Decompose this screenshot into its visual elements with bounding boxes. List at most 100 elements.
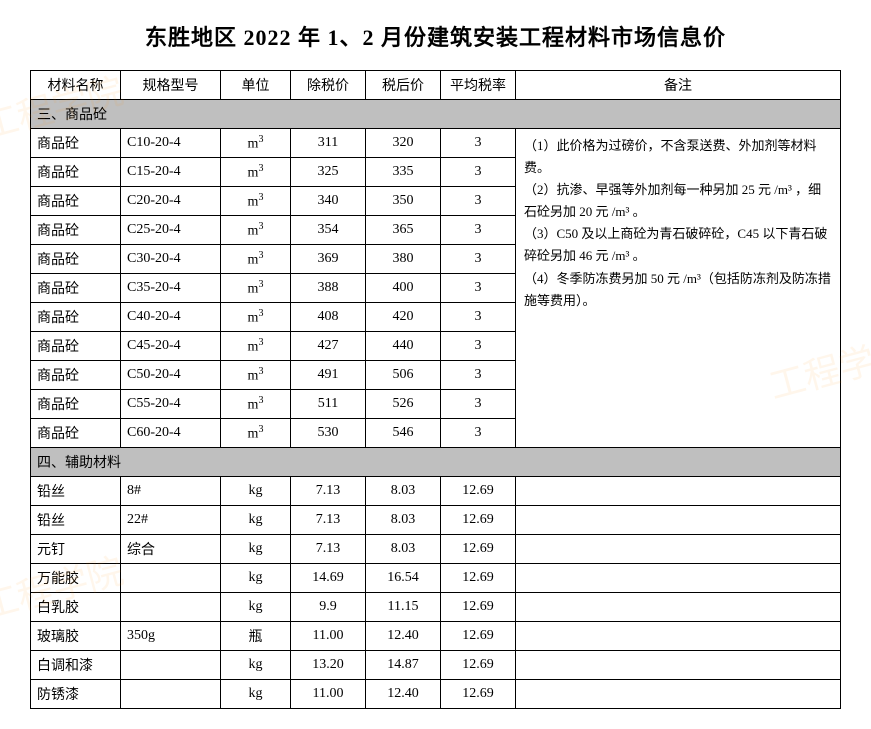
cell-unit: m3 [221, 390, 291, 419]
table-row: 元钉综合kg7.138.0312.69 [31, 535, 841, 564]
cell-name: 元钉 [31, 535, 121, 564]
cell-rate: 12.69 [441, 564, 516, 593]
cell-unit: kg [221, 477, 291, 506]
cell-rate: 3 [441, 187, 516, 216]
cell-spec: C55-20-4 [121, 390, 221, 419]
price-table: 材料名称 规格型号 单位 除税价 税后价 平均税率 备注 三、商品砼商品砼C10… [30, 70, 841, 709]
cell-pretax: 408 [291, 303, 366, 332]
cell-spec: C30-20-4 [121, 245, 221, 274]
cell-unit: kg [221, 651, 291, 680]
cell-posttax: 350 [366, 187, 441, 216]
cell-note [516, 535, 841, 564]
cell-name: 商品砼 [31, 158, 121, 187]
cell-posttax: 8.03 [366, 477, 441, 506]
cell-pretax: 511 [291, 390, 366, 419]
cell-spec: 综合 [121, 535, 221, 564]
cell-pretax: 354 [291, 216, 366, 245]
cell-pretax: 340 [291, 187, 366, 216]
table-row: 白乳胶kg9.911.1512.69 [31, 593, 841, 622]
table-row: 白调和漆kg13.2014.8712.69 [31, 651, 841, 680]
cell-spec: C20-20-4 [121, 187, 221, 216]
cell-name: 玻璃胶 [31, 622, 121, 651]
cell-name: 商品砼 [31, 187, 121, 216]
cell-name: 防锈漆 [31, 680, 121, 709]
cell-posttax: 400 [366, 274, 441, 303]
cell-name: 商品砼 [31, 390, 121, 419]
cell-rate: 3 [441, 216, 516, 245]
cell-spec [121, 651, 221, 680]
cell-spec: C50-20-4 [121, 361, 221, 390]
cell-unit: m3 [221, 187, 291, 216]
cell-spec: 8# [121, 477, 221, 506]
cell-rate: 3 [441, 303, 516, 332]
cell-pretax: 427 [291, 332, 366, 361]
cell-pretax: 11.00 [291, 622, 366, 651]
cell-pretax: 14.69 [291, 564, 366, 593]
cell-pretax: 530 [291, 419, 366, 448]
table-row: 铅丝8#kg7.138.0312.69 [31, 477, 841, 506]
cell-note: （1）此价格为过磅价，不含泵送费、外加剂等材料费。（2）抗渗、早强等外加剂每一种… [516, 129, 841, 448]
cell-posttax: 12.40 [366, 622, 441, 651]
cell-unit: m3 [221, 274, 291, 303]
cell-unit: kg [221, 564, 291, 593]
cell-spec: 350g [121, 622, 221, 651]
cell-note [516, 477, 841, 506]
cell-rate: 12.69 [441, 651, 516, 680]
cell-rate: 3 [441, 361, 516, 390]
cell-rate: 3 [441, 390, 516, 419]
section-header-cell: 四、辅助材料 [31, 448, 841, 477]
cell-spec: C15-20-4 [121, 158, 221, 187]
cell-pretax: 7.13 [291, 477, 366, 506]
cell-spec: C10-20-4 [121, 129, 221, 158]
cell-rate: 12.69 [441, 593, 516, 622]
cell-spec: C25-20-4 [121, 216, 221, 245]
cell-posttax: 526 [366, 390, 441, 419]
cell-pretax: 9.9 [291, 593, 366, 622]
cell-spec [121, 593, 221, 622]
cell-rate: 12.69 [441, 680, 516, 709]
cell-rate: 3 [441, 419, 516, 448]
cell-pretax: 7.13 [291, 535, 366, 564]
cell-spec: C45-20-4 [121, 332, 221, 361]
cell-note [516, 506, 841, 535]
cell-name: 商品砼 [31, 216, 121, 245]
cell-name: 商品砼 [31, 245, 121, 274]
cell-spec [121, 564, 221, 593]
cell-posttax: 546 [366, 419, 441, 448]
cell-name: 铅丝 [31, 506, 121, 535]
col-posttax: 税后价 [366, 71, 441, 100]
table-row: 商品砼C10-20-4m33113203（1）此价格为过磅价，不含泵送费、外加剂… [31, 129, 841, 158]
cell-name: 商品砼 [31, 332, 121, 361]
cell-name: 商品砼 [31, 419, 121, 448]
cell-name: 白乳胶 [31, 593, 121, 622]
table-row: 防锈漆kg11.0012.4012.69 [31, 680, 841, 709]
cell-unit: m3 [221, 129, 291, 158]
col-rate: 平均税率 [441, 71, 516, 100]
cell-rate: 12.69 [441, 506, 516, 535]
cell-name: 铅丝 [31, 477, 121, 506]
cell-name: 万能胶 [31, 564, 121, 593]
cell-unit: m3 [221, 303, 291, 332]
cell-pretax: 491 [291, 361, 366, 390]
cell-name: 白调和漆 [31, 651, 121, 680]
col-unit: 单位 [221, 71, 291, 100]
cell-spec [121, 680, 221, 709]
cell-rate: 3 [441, 245, 516, 274]
cell-posttax: 12.40 [366, 680, 441, 709]
cell-pretax: 11.00 [291, 680, 366, 709]
cell-posttax: 380 [366, 245, 441, 274]
cell-posttax: 365 [366, 216, 441, 245]
cell-unit: 瓶 [221, 622, 291, 651]
cell-unit: m3 [221, 245, 291, 274]
cell-pretax: 325 [291, 158, 366, 187]
cell-posttax: 8.03 [366, 535, 441, 564]
header-row: 材料名称 规格型号 单位 除税价 税后价 平均税率 备注 [31, 71, 841, 100]
col-name: 材料名称 [31, 71, 121, 100]
cell-spec: C35-20-4 [121, 274, 221, 303]
cell-rate: 3 [441, 274, 516, 303]
section-header: 三、商品砼 [31, 100, 841, 129]
cell-name: 商品砼 [31, 274, 121, 303]
table-row: 万能胶kg14.6916.5412.69 [31, 564, 841, 593]
cell-pretax: 7.13 [291, 506, 366, 535]
cell-rate: 12.69 [441, 477, 516, 506]
